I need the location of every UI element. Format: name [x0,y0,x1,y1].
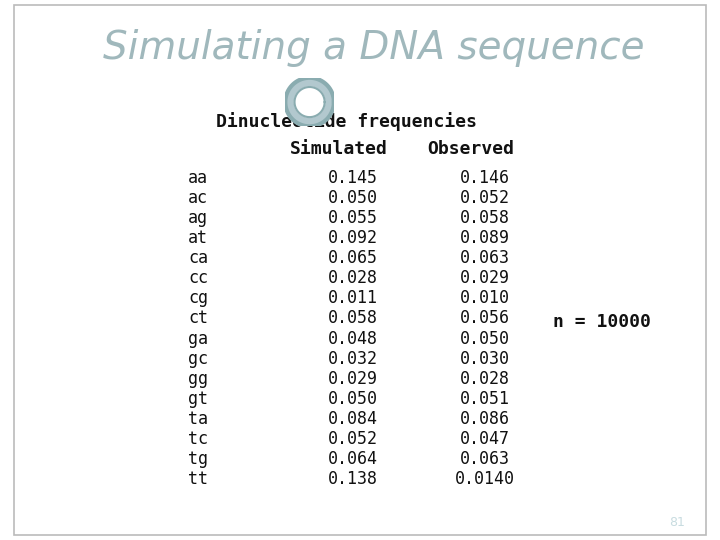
Text: 0.058: 0.058 [328,309,378,327]
Text: 0.146: 0.146 [459,168,510,187]
Text: 0.145: 0.145 [328,168,378,187]
Text: gc: gc [188,350,208,368]
Text: tg: tg [188,450,208,468]
Text: at: at [188,229,208,247]
Text: ta: ta [188,410,208,428]
Text: 0.047: 0.047 [459,430,510,448]
Text: 0.028: 0.028 [459,370,510,388]
Text: 0.092: 0.092 [328,229,378,247]
Text: 0.064: 0.064 [328,450,378,468]
Text: 0.063: 0.063 [459,249,510,267]
Text: n = 10000: n = 10000 [553,314,651,332]
Text: 0.030: 0.030 [459,350,510,368]
Text: Observed: Observed [427,140,514,159]
Text: 0.029: 0.029 [459,269,510,287]
Text: 0.010: 0.010 [459,289,510,307]
Text: 0.011: 0.011 [328,289,378,307]
Text: 81: 81 [669,516,685,529]
Text: 0.089: 0.089 [459,229,510,247]
Text: 0.029: 0.029 [328,370,378,388]
Text: 0.048: 0.048 [328,329,378,348]
Text: cg: cg [188,289,208,307]
Text: 0.063: 0.063 [459,450,510,468]
Text: 0.084: 0.084 [328,410,378,428]
Text: gt: gt [188,390,208,408]
Text: 0.050: 0.050 [328,189,378,207]
Text: Simulated: Simulated [290,140,388,159]
Text: 0.050: 0.050 [328,390,378,408]
Text: 0.055: 0.055 [328,209,378,227]
Polygon shape [294,87,325,117]
Text: cc: cc [188,269,208,287]
Text: Dinucleotide frequencies: Dinucleotide frequencies [216,112,477,131]
Text: tc: tc [188,430,208,448]
Text: ca: ca [188,249,208,267]
Text: 0.050: 0.050 [459,329,510,348]
Polygon shape [285,78,334,126]
Text: 0.028: 0.028 [328,269,378,287]
Text: 0.086: 0.086 [459,410,510,428]
Text: gg: gg [188,370,208,388]
Text: 0.052: 0.052 [328,430,378,448]
Text: 0.052: 0.052 [459,189,510,207]
Text: Simulating a DNA sequence: Simulating a DNA sequence [103,29,644,67]
Text: 0.065: 0.065 [328,249,378,267]
Text: tt: tt [188,470,208,488]
Text: 0.032: 0.032 [328,350,378,368]
Text: 0.138: 0.138 [328,470,378,488]
Text: ac: ac [188,189,208,207]
Text: ag: ag [188,209,208,227]
Text: 0.056: 0.056 [459,309,510,327]
Text: 0.051: 0.051 [459,390,510,408]
Text: ga: ga [188,329,208,348]
Text: 0.0140: 0.0140 [454,470,514,488]
Text: aa: aa [188,168,208,187]
Text: ct: ct [188,309,208,327]
Text: 0.058: 0.058 [459,209,510,227]
